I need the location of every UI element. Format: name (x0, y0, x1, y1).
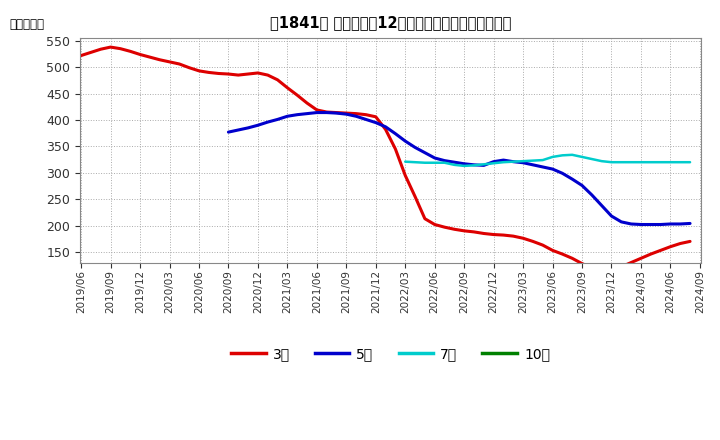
5年 (312, 110, 321, 115)
5年 (382, 124, 390, 129)
5年 (568, 176, 577, 182)
5年 (519, 160, 528, 165)
5年 (460, 161, 469, 166)
5年 (656, 222, 665, 227)
Line: 3年: 3年 (81, 47, 690, 270)
5年 (372, 120, 380, 125)
5年 (490, 159, 498, 164)
7年 (490, 161, 498, 166)
5年 (685, 221, 694, 226)
3年 (598, 267, 606, 272)
5年 (577, 183, 586, 188)
5年 (283, 114, 292, 119)
3年 (372, 114, 380, 119)
5年 (499, 158, 508, 163)
5年 (440, 158, 449, 163)
5年 (607, 213, 616, 219)
7年 (568, 152, 577, 158)
7年 (450, 162, 459, 168)
5年 (264, 119, 272, 125)
5年 (332, 110, 341, 116)
5年 (273, 117, 282, 122)
5年 (647, 222, 655, 227)
5年 (293, 112, 302, 117)
Y-axis label: （百万円）: （百万円） (9, 18, 45, 31)
7年 (627, 160, 636, 165)
7年 (539, 158, 547, 163)
5年 (617, 219, 626, 224)
Line: 5年: 5年 (228, 113, 690, 224)
3年 (77, 53, 86, 58)
7年 (401, 159, 410, 164)
7年 (676, 160, 685, 165)
7年 (617, 160, 626, 165)
5年 (469, 162, 478, 168)
5年 (598, 203, 606, 208)
7年 (509, 159, 518, 164)
7年 (420, 160, 429, 165)
5年 (548, 166, 557, 172)
7年 (666, 160, 675, 165)
7年 (469, 163, 478, 168)
5年 (558, 171, 567, 176)
5年 (253, 123, 262, 128)
3年 (676, 241, 685, 246)
5年 (244, 125, 253, 131)
7年 (647, 160, 655, 165)
7年 (499, 160, 508, 165)
5年 (234, 127, 243, 132)
3年 (253, 70, 262, 76)
5年 (480, 163, 488, 168)
3年 (391, 147, 400, 152)
5年 (323, 110, 331, 115)
7年 (519, 158, 528, 164)
5年 (588, 192, 596, 198)
3年 (509, 234, 518, 239)
7年 (528, 158, 537, 163)
5年 (302, 111, 311, 116)
7年 (558, 153, 567, 158)
5年 (352, 114, 361, 119)
7年 (548, 154, 557, 160)
Line: 7年: 7年 (405, 155, 690, 166)
5年 (410, 145, 419, 150)
7年 (410, 160, 419, 165)
7年 (440, 160, 449, 165)
7年 (685, 160, 694, 165)
7年 (577, 154, 586, 160)
Title: ［1841］ 当期素利益12か月移動合計の平均値の推移: ［1841］ 当期素利益12か月移動合計の平均値の推移 (270, 15, 511, 30)
5年 (528, 162, 537, 168)
Legend: 3年, 5年, 7年, 10年: 3年, 5年, 7年, 10年 (225, 341, 556, 367)
7年 (636, 160, 645, 165)
5年 (224, 129, 233, 135)
7年 (431, 160, 439, 165)
5年 (342, 111, 351, 117)
3年 (685, 239, 694, 244)
5年 (361, 117, 370, 122)
5年 (401, 139, 410, 144)
5年 (666, 221, 675, 227)
5年 (539, 164, 547, 169)
7年 (656, 160, 665, 165)
7年 (588, 156, 596, 161)
3年 (273, 77, 282, 82)
5年 (431, 155, 439, 161)
7年 (607, 160, 616, 165)
5年 (636, 222, 645, 227)
5年 (450, 160, 459, 165)
7年 (598, 158, 606, 164)
7年 (480, 161, 488, 167)
5年 (391, 131, 400, 136)
5年 (627, 221, 636, 227)
7年 (460, 163, 469, 169)
5年 (420, 150, 429, 155)
5年 (509, 159, 518, 164)
5年 (676, 221, 685, 227)
3年 (107, 44, 115, 50)
